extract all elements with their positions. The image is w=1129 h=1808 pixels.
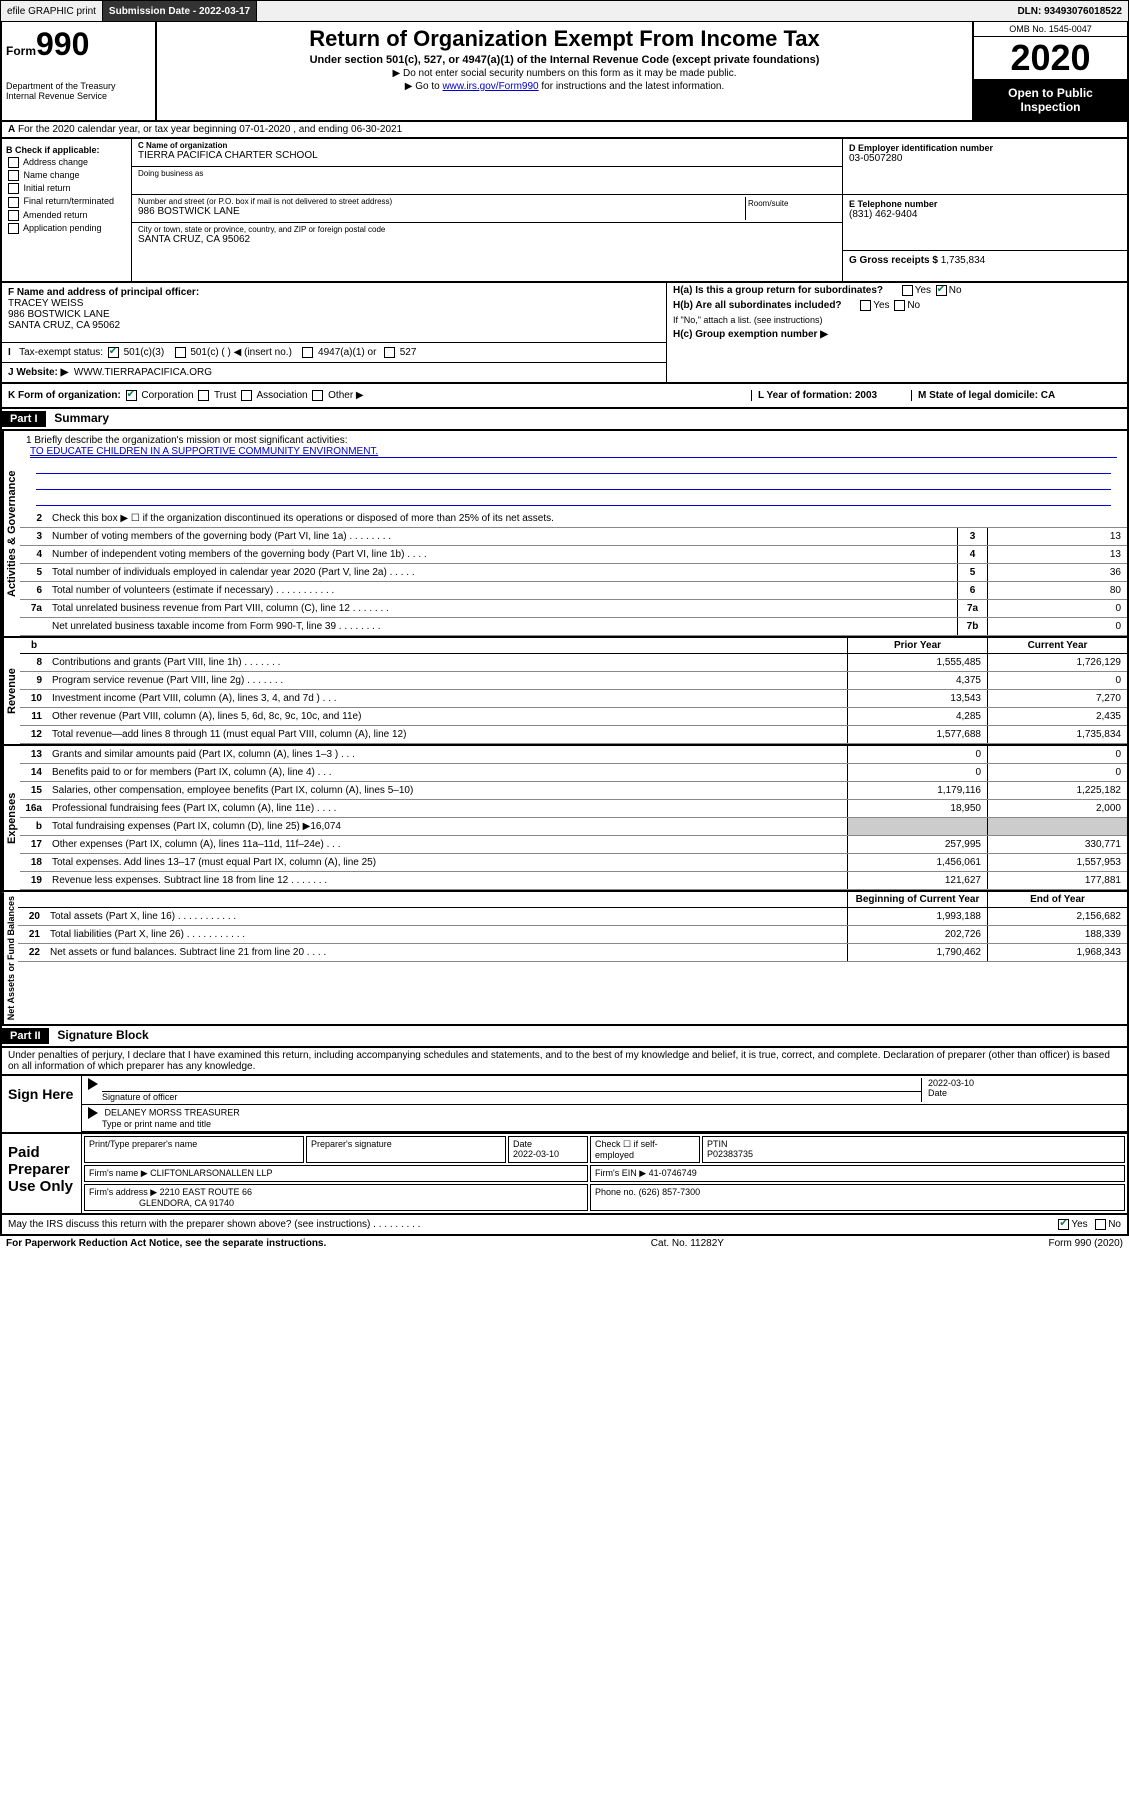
k-row: K Form of organization: Corporation Trus… — [0, 384, 1129, 409]
section-governance: Activities & Governance 1 Briefly descri… — [0, 431, 1129, 638]
gross-receipts: 1,735,834 — [941, 255, 986, 266]
preparer-table: Print/Type preparer's name Preparer's si… — [82, 1134, 1127, 1213]
tax-year-line: A For the 2020 calendar year, or tax yea… — [0, 122, 1129, 139]
section-revenue: Revenue bPrior YearCurrent Year 8Contrib… — [0, 638, 1129, 746]
phone: (831) 462-9404 — [849, 209, 1121, 220]
part2-header: Part II — [2, 1028, 49, 1044]
submission-date[interactable]: Submission Date - 2022-03-17 — [103, 1, 257, 21]
chk-discuss-no[interactable] — [1095, 1219, 1106, 1230]
dln: DLN: 93493076018522 — [1011, 1, 1128, 21]
section-netassets: Net Assets or Fund Balances Beginning of… — [0, 892, 1129, 1026]
chk-discuss-yes[interactable] — [1058, 1219, 1069, 1230]
org-address: 986 BOSTWICK LANE — [138, 206, 745, 217]
form-title: Return of Organization Exempt From Incom… — [161, 26, 968, 52]
chk-527[interactable] — [384, 347, 395, 358]
perjury-text: Under penalties of perjury, I declare th… — [0, 1048, 1129, 1076]
dept-label: Department of the Treasury Internal Reve… — [6, 81, 151, 101]
arrow-icon — [88, 1078, 98, 1090]
form-id-block: Form990 Department of the Treasury Inter… — [2, 22, 157, 120]
form-title-block: Return of Organization Exempt From Incom… — [157, 22, 972, 120]
efile-label: efile GRAPHIC print — [1, 1, 103, 21]
section-expenses: Expenses 13Grants and similar amounts pa… — [0, 746, 1129, 892]
footer: For Paperwork Reduction Act Notice, see … — [0, 1236, 1129, 1251]
check-b-block: B Check if applicable: Address change Na… — [2, 139, 132, 281]
mission-text[interactable]: TO EDUCATE CHILDREN IN A SUPPORTIVE COMM… — [30, 446, 378, 457]
chk-501c3[interactable] — [108, 347, 119, 358]
ein: 03-0507280 — [849, 153, 1121, 164]
form-year-block: OMB No. 1545-0047 2020 Open to Public In… — [972, 22, 1127, 120]
instructions-link[interactable]: www.irs.gov/Form990 — [442, 81, 538, 92]
chk-4947[interactable] — [302, 347, 313, 358]
preparer-block: Paid Preparer Use Only Print/Type prepar… — [0, 1134, 1129, 1215]
top-bar: efile GRAPHIC print Submission Date - 20… — [0, 0, 1129, 22]
sign-here-block: Sign Here Signature of officer 2022-03-1… — [0, 1076, 1129, 1134]
org-name: TIERRA PACIFICA CHARTER SCHOOL — [138, 150, 836, 161]
arrow-icon — [88, 1107, 98, 1119]
part1-header: Part I — [2, 411, 46, 427]
org-city: SANTA CRUZ, CA 95062 — [138, 234, 836, 245]
website: WWW.TIERRAPACIFICA.ORG — [74, 367, 212, 378]
entity-block: B Check if applicable: Address change Na… — [0, 139, 1129, 283]
form-header: Form990 Department of the Treasury Inter… — [0, 22, 1129, 122]
officer-h-block: F Name and address of principal officer:… — [0, 283, 1129, 384]
chk-501c[interactable] — [175, 347, 186, 358]
